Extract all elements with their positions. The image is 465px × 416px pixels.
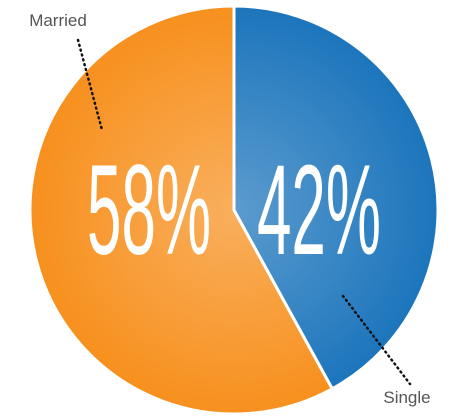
value-label: 58% bbox=[87, 139, 211, 282]
value-label: 42% bbox=[257, 139, 381, 282]
labels: 58% Married 42% Single bbox=[29, 11, 430, 407]
leader-line bbox=[341, 294, 412, 386]
category-label: Single bbox=[383, 388, 430, 407]
leader-line bbox=[76, 38, 104, 132]
category-label: Married bbox=[29, 11, 87, 30]
